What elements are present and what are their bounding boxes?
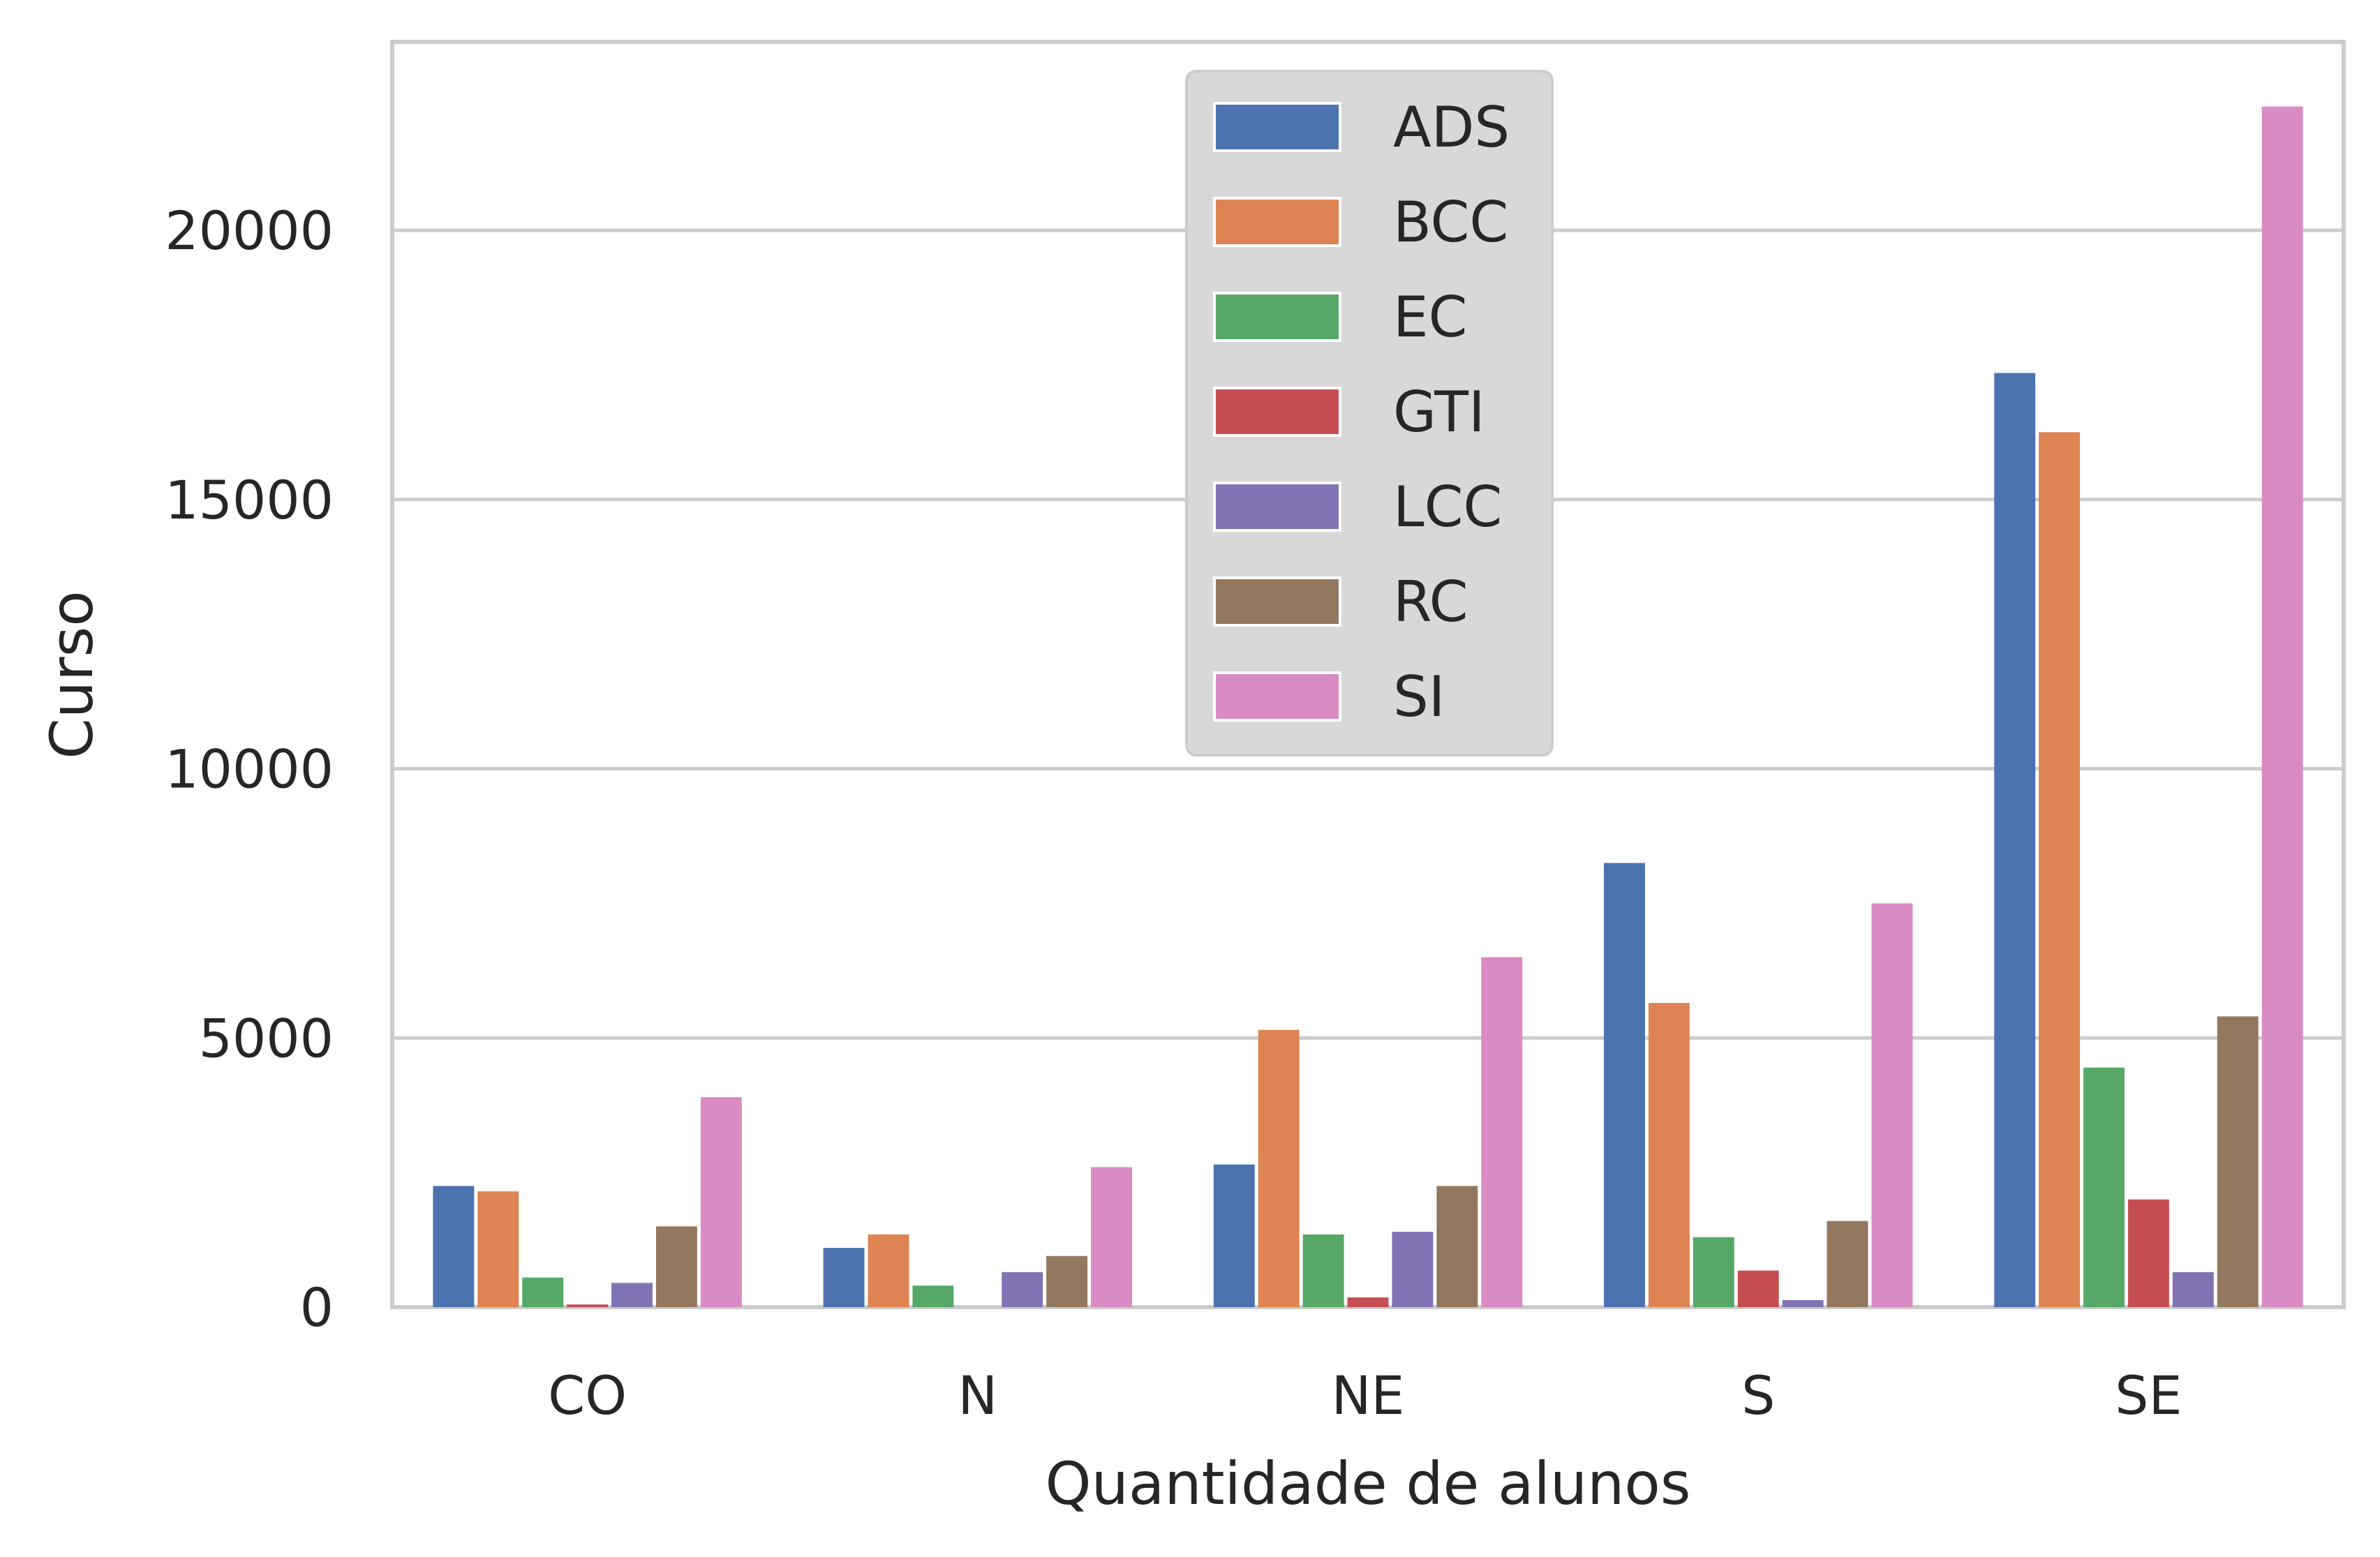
legend-label: ADS (1393, 95, 1510, 160)
y-axis-label: Curso (38, 590, 106, 759)
legend-label: GTI (1393, 380, 1485, 445)
bar-si-n (1091, 1167, 1132, 1307)
bar-bcc-se (2039, 432, 2081, 1307)
y-tick-label: 5000 (199, 1007, 334, 1069)
legend-swatch-gti (1213, 387, 1341, 437)
bar-gti-se (2127, 1199, 2169, 1307)
bar-ads-co (433, 1186, 475, 1307)
x-tick-label: SE (2115, 1364, 2182, 1426)
y-tick-labels: 0 5000 10000 15000 20000 (165, 200, 334, 1339)
bar-lcc-n (1002, 1272, 1043, 1307)
bar-gti-ne (1347, 1297, 1389, 1307)
bar-lcc-ne (1392, 1231, 1434, 1307)
bar-ads-s (1604, 863, 1645, 1307)
y-tick-label: 0 (300, 1276, 334, 1339)
bars (433, 106, 2303, 1307)
x-tick-labels: CO N NE S SE (548, 1364, 2182, 1426)
y-tick-label: 10000 (165, 738, 334, 800)
bar-ec-co (522, 1277, 564, 1307)
bar-gti-s (1737, 1270, 1779, 1307)
bar-rc-n (1046, 1256, 1088, 1307)
y-tick-label: 15000 (165, 469, 334, 531)
bar-si-s (1871, 903, 1913, 1307)
legend: ADS BCC EC GTI LCC RC SI (1185, 70, 1554, 757)
bar-rc-s (1827, 1221, 1868, 1307)
legend-swatch-lcc (1213, 482, 1341, 532)
legend-swatch-si (1213, 671, 1341, 722)
bar-ads-ne (1213, 1164, 1255, 1307)
bar-rc-ne (1436, 1186, 1478, 1307)
y-tick-label: 20000 (165, 200, 334, 262)
legend-swatch-ec (1213, 292, 1341, 342)
bar-ads-n (823, 1248, 865, 1307)
bar-rc-co (655, 1226, 697, 1307)
bar-si-co (700, 1097, 742, 1307)
bar-ec-s (1693, 1237, 1734, 1307)
bar-bcc-s (1648, 1003, 1690, 1307)
bar-si-ne (1481, 957, 1523, 1307)
legend-label: EC (1393, 285, 1467, 350)
legend-swatch-bcc (1213, 197, 1341, 247)
bar-bcc-n (868, 1234, 909, 1307)
bar-si-se (2261, 106, 2303, 1307)
x-tick-label: S (1741, 1364, 1775, 1426)
x-axis-label: Quantidade de alunos (1046, 1450, 1691, 1518)
bar-lcc-co (611, 1283, 653, 1307)
bar-gti-co (567, 1304, 609, 1307)
bar-lcc-se (2172, 1272, 2214, 1307)
bar-ec-n (912, 1286, 954, 1307)
bar-ec-ne (1302, 1234, 1344, 1307)
x-tick-label: CO (548, 1364, 627, 1426)
bar-bcc-ne (1258, 1029, 1300, 1307)
legend-label: BCC (1393, 190, 1508, 255)
legend-swatch-rc (1213, 576, 1341, 627)
bar-rc-se (2217, 1016, 2259, 1307)
bar-ec-se (2083, 1067, 2125, 1307)
legend-label: SI (1393, 664, 1445, 729)
x-tick-label: NE (1332, 1364, 1405, 1426)
legend-label: RC (1393, 569, 1468, 634)
legend-label: LCC (1393, 475, 1502, 539)
x-tick-label: N (958, 1364, 997, 1426)
bar-lcc-s (1782, 1299, 1824, 1307)
bar-bcc-co (477, 1191, 519, 1307)
legend-swatch-ads (1213, 102, 1341, 152)
bar-ads-se (1994, 373, 2036, 1307)
